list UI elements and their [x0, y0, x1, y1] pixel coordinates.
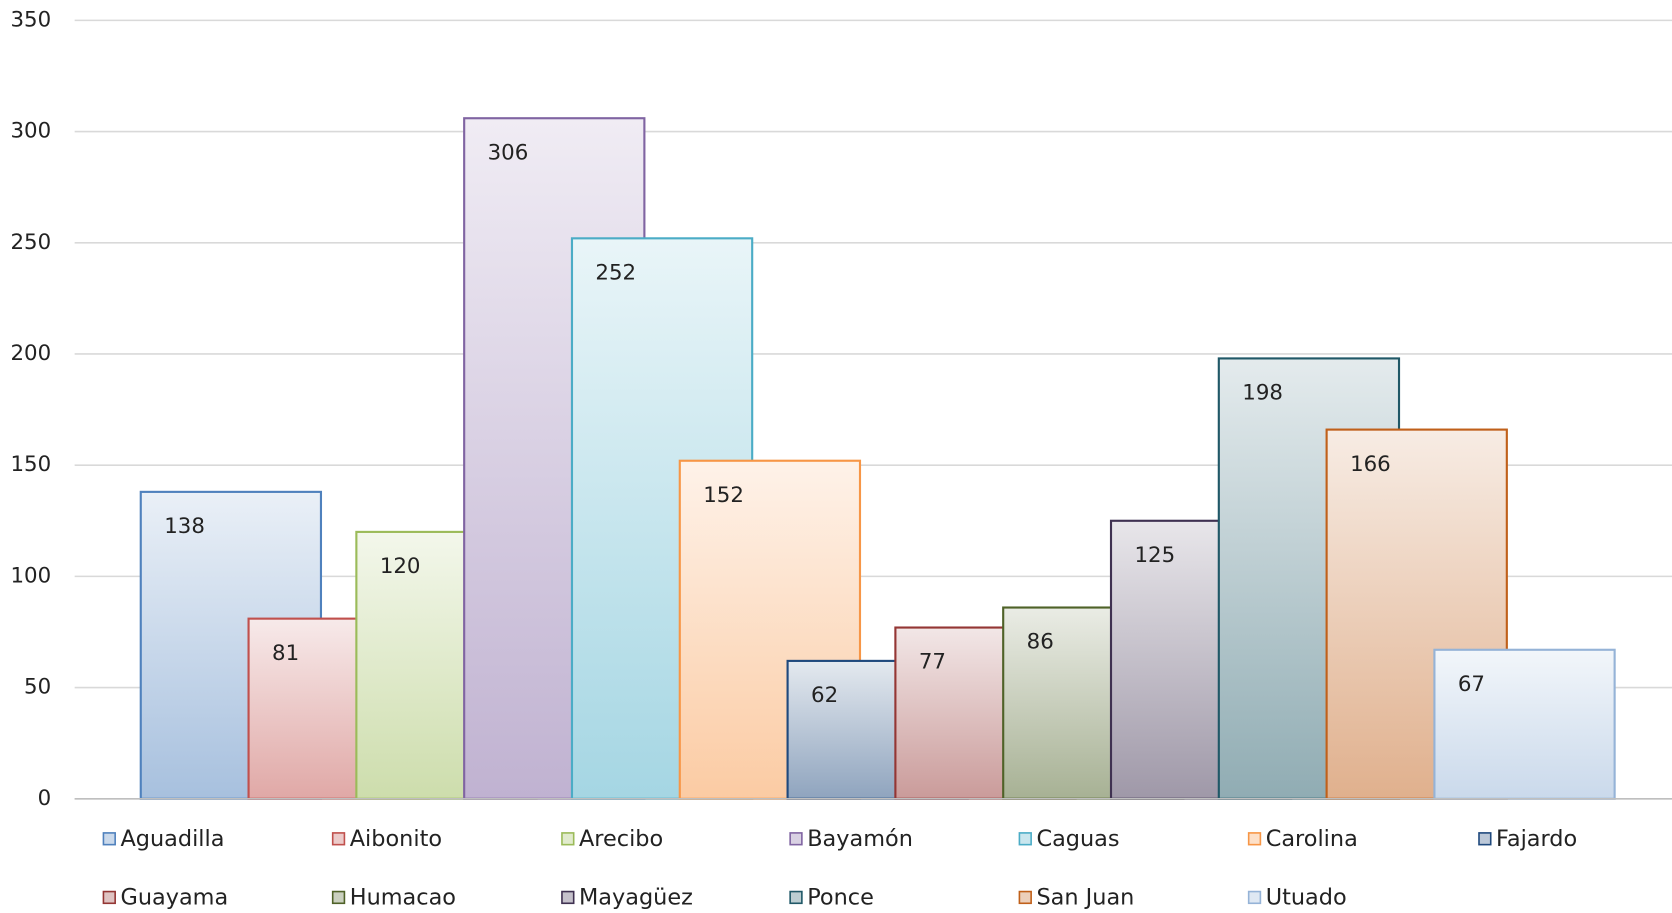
- legend-label: Caguas: [1036, 826, 1119, 852]
- legend-swatch: [102, 890, 116, 905]
- y-tick-label: 250: [10, 230, 51, 255]
- legend-swatch: [1247, 832, 1262, 846]
- value-label: 138: [164, 514, 205, 539]
- legend-swatch: [561, 832, 575, 846]
- legend-swatch: [1247, 890, 1262, 905]
- legend-swatch: [789, 890, 803, 905]
- legend-label: Aibonito: [350, 826, 442, 852]
- legend-swatch: [331, 890, 346, 905]
- value-label: 306: [488, 140, 529, 165]
- legend-swatch: [1478, 832, 1492, 846]
- legend-label: San Juan: [1036, 884, 1134, 910]
- legend-swatch: [1018, 890, 1032, 905]
- legend-label: Humacao: [350, 884, 456, 910]
- y-tick-label: 350: [10, 7, 51, 32]
- y-tick-label: 150: [10, 452, 51, 477]
- legend-label: Fajardo: [1496, 826, 1577, 852]
- legend-label: Arecibo: [579, 826, 663, 852]
- value-label: 120: [380, 554, 421, 579]
- legend-swatch: [1018, 832, 1032, 846]
- value-label: 252: [595, 261, 636, 286]
- value-label: 166: [1350, 452, 1391, 477]
- legend-label: Bayamón: [807, 826, 913, 852]
- y-tick-label: 0: [38, 786, 52, 811]
- legend-swatch: [331, 832, 346, 846]
- value-label: 86: [1027, 630, 1054, 655]
- value-label: 125: [1134, 543, 1175, 568]
- value-label: 198: [1242, 381, 1283, 406]
- value-label: 62: [811, 683, 838, 708]
- legend-swatch: [102, 832, 116, 846]
- legend-swatch: [561, 890, 575, 905]
- legend-label: Utuado: [1266, 884, 1347, 910]
- legend-label: Ponce: [807, 884, 874, 910]
- value-label: 81: [272, 641, 299, 666]
- legend-label: Carolina: [1266, 826, 1358, 852]
- y-tick-label: 50: [24, 675, 51, 700]
- value-label: 67: [1458, 672, 1485, 697]
- y-tick-label: 300: [10, 119, 51, 144]
- y-tick-label: 100: [10, 563, 51, 588]
- legend-label: Mayagüez: [579, 884, 693, 910]
- legend-label: Guayama: [120, 884, 228, 910]
- legend-label: Aguadilla: [120, 826, 224, 852]
- value-label: 152: [703, 483, 744, 508]
- value-label: 77: [919, 650, 946, 675]
- legend-swatch: [789, 832, 803, 846]
- y-tick-label: 200: [10, 341, 51, 366]
